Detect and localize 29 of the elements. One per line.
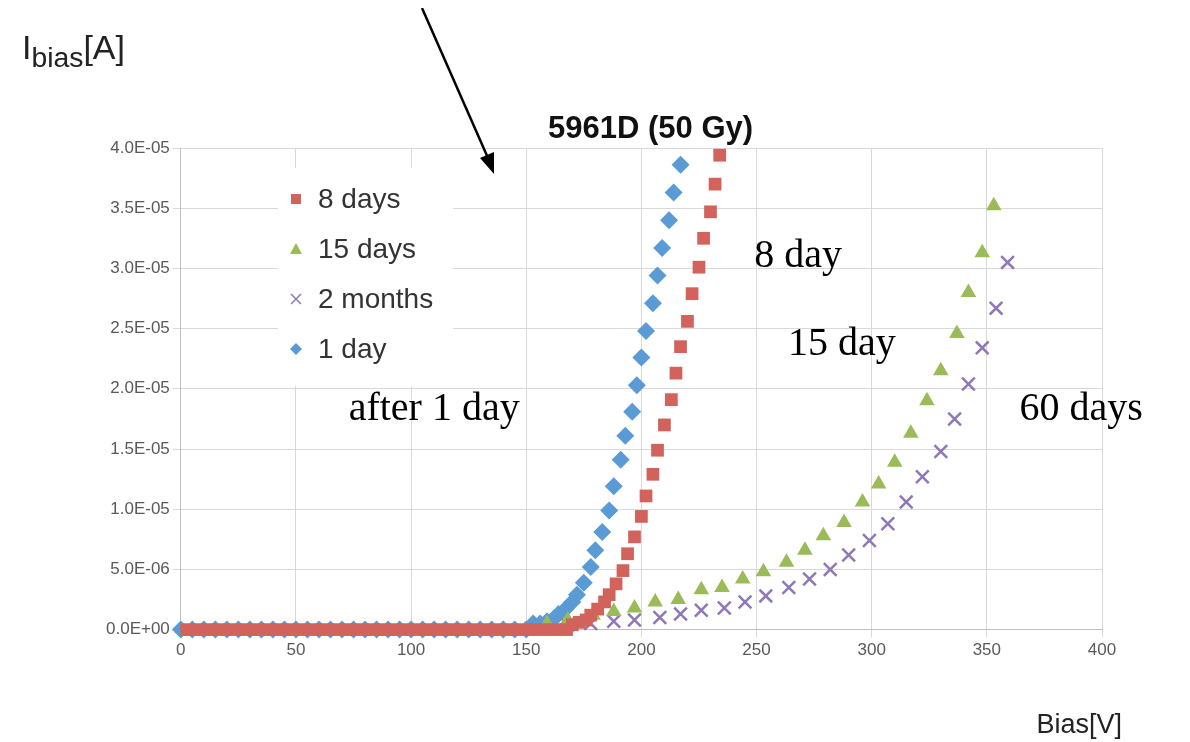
annotation: 8 day — [754, 230, 842, 276]
annotation: 60 days — [1019, 383, 1143, 429]
legend-label: 1 day — [318, 333, 387, 365]
y-tick-label: 3.0E-05 — [110, 258, 170, 278]
x-tick-label: 250 — [742, 640, 771, 660]
x-tick-label: 100 — [396, 640, 426, 660]
y-tick-label: 2.0E-05 — [110, 378, 170, 398]
x-tick-label: 300 — [857, 640, 886, 660]
x-axis-title: Bias[V] — [1036, 709, 1122, 740]
legend-label: 2 months — [318, 283, 434, 315]
y-tick-label: 4.0E-05 — [110, 137, 170, 157]
x-tick-label: 50 — [286, 640, 306, 660]
y-tick-label: 5.0E-06 — [110, 559, 170, 579]
annotation: 15 day — [787, 318, 896, 364]
y-tick-label: 0.0E+00 — [106, 619, 170, 639]
legend-label: 8 days — [318, 183, 401, 215]
x-tick-label: 0 — [176, 640, 186, 660]
x-tick-label: 400 — [1087, 640, 1117, 660]
y-tick-label: 1.0E-05 — [110, 498, 170, 518]
annotation: after 1 day — [348, 383, 520, 429]
y-tick-label: 2.5E-05 — [110, 318, 170, 338]
legend-label: 15 days — [318, 233, 417, 265]
x-tick-label: 200 — [627, 640, 656, 660]
y-axis-title: I$_{bias}$[A] — [22, 28, 125, 74]
chart-title: 5961D (50 Gy) — [548, 110, 754, 146]
y-tick-label: 1.5E-05 — [110, 438, 170, 458]
x-tick-label: 150 — [512, 640, 541, 660]
x-tick-label: 350 — [972, 640, 1002, 660]
y-tick-label: 3.5E-05 — [110, 197, 170, 217]
